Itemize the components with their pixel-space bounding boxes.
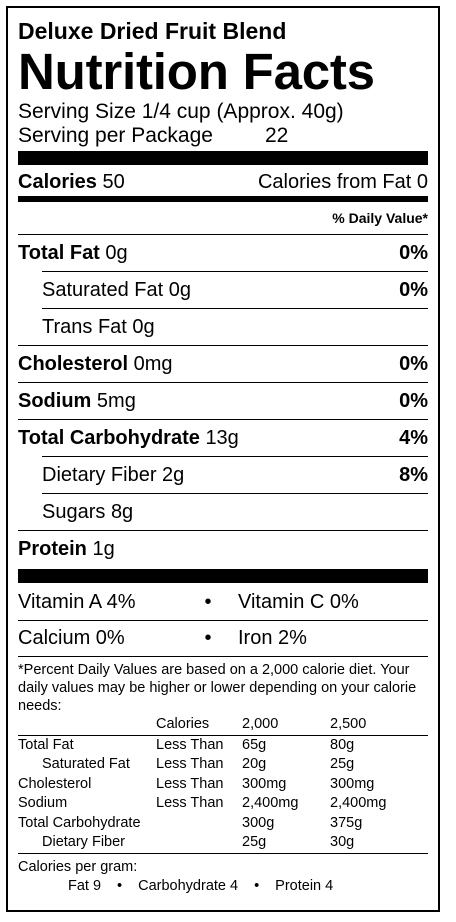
- nutrient-row-cholesterol: Cholesterol 0mg 0%: [18, 346, 428, 382]
- page-title: Nutrition Facts: [18, 43, 375, 100]
- vitamin-row: Vitamin A 4% • Vitamin C 0%: [18, 585, 428, 620]
- daily-value-header: % Daily Value*: [332, 210, 428, 226]
- nutrient-dv: 0%: [399, 352, 428, 375]
- nutrient-amount: 0mg: [133, 352, 173, 375]
- nutrient-amount: 13g: [205, 426, 239, 449]
- nutrient-amount: 2g: [162, 463, 185, 486]
- nutrient-row-trans-fat: Trans Fat 0g: [18, 309, 428, 345]
- nutrient-row-total-carbohydrate: Total Carbohydrate 13g 4%: [18, 420, 428, 456]
- nutrition-facts-label: Deluxe Dried Fruit Blend Nutrition Facts…: [6, 6, 440, 912]
- table-row: Dietary Fiber 25g 30g: [42, 834, 355, 850]
- nutrient-name: Cholesterol: [18, 352, 129, 375]
- serving-size: Serving Size 1/4 cup (Approx. 40g): [18, 100, 344, 123]
- nutrient-row-dietary-fiber: Dietary Fiber 2g 8%: [18, 457, 428, 493]
- nutrient-name: Total Carbohydrate: [18, 426, 200, 449]
- table-row: Total Fat Less Than 65g 80g: [18, 736, 355, 753]
- protein-per-gram: Protein 4: [275, 877, 334, 894]
- nutrient-row-protein: Protein 1g: [18, 531, 428, 567]
- nutrient-amount: 1g: [92, 537, 115, 560]
- thick-divider: [18, 151, 428, 165]
- vitamin-c: Vitamin C 0%: [238, 591, 359, 613]
- calories-per-gram: Calories per gram: Fat 9 • Carbohydrate 4 •…: [18, 854, 428, 896]
- table-row: Sodium Less Than 2,400mg 2,400mg: [18, 795, 387, 811]
- table-row: Cholesterol Less Than 300mg 300mg: [18, 775, 375, 792]
- carbohydrate-per-gram: Carbohydrate 4: [138, 877, 239, 894]
- product-name: Deluxe Dried Fruit Blend: [18, 18, 287, 44]
- nutrient-amount: 8g: [110, 500, 134, 523]
- nutrient-dv: 4%: [399, 426, 428, 449]
- nutrient-row-sodium: Sodium 5mg 0%: [18, 383, 428, 419]
- nutrient-amount: 0g: [168, 278, 191, 301]
- nutrient-dv: 0%: [399, 389, 428, 412]
- thick-divider: [18, 569, 428, 583]
- calcium: Calcium 0%: [18, 627, 125, 649]
- dv-table-header: Calories 2,000 2,500: [18, 715, 428, 735]
- nutrient-row-saturated-fat: Saturated Fat 0g 0%: [18, 272, 428, 308]
- table-row: Total Carbohydrate 300g 375g: [18, 814, 363, 831]
- iron: Iron 2%: [238, 627, 307, 649]
- calories-from-fat: Calories from Fat 0: [257, 170, 428, 193]
- nutrient-name: Sugars: [42, 500, 106, 523]
- nutrient-name: Dietary Fiber: [42, 463, 157, 486]
- nutrient-dv: 8%: [399, 463, 428, 486]
- daily-value-footnote: *Percent Daily Values are based on a 2,0…: [18, 662, 417, 714]
- nutrient-amount: 5mg: [96, 389, 136, 412]
- bullet-separator: •: [254, 877, 260, 894]
- bullet-separator: •: [204, 627, 212, 649]
- calories-row: Calories 50 Calories from Fat 0: [18, 168, 428, 196]
- nutrient-name: Trans Fat: [42, 315, 127, 338]
- nutrient-amount: 0g: [132, 315, 155, 338]
- nutrient-dv: 0%: [399, 241, 428, 264]
- nutrient-name: Protein: [18, 537, 87, 560]
- servings-per-package: Serving per Package 22: [18, 124, 428, 148]
- fat-per-gram: Fat 9: [68, 877, 102, 894]
- bullet-separator: •: [117, 877, 123, 894]
- nutrient-name: Sodium: [18, 389, 92, 412]
- nutrient-amount: 0g: [105, 241, 128, 264]
- nutrient-name: Total Fat: [18, 241, 100, 264]
- table-row: Saturated Fat Less Than 20g 25g: [42, 756, 355, 772]
- servings-value: 22: [264, 124, 289, 147]
- vitamin-a: Vitamin A 4%: [18, 591, 136, 613]
- nutrient-row-total-fat: Total Fat 0g 0%: [18, 235, 428, 271]
- calories-label: Calories: [18, 170, 97, 193]
- nutrient-row-sugars: Sugars 8g: [18, 494, 428, 530]
- nutrient-name: Saturated Fat: [42, 278, 164, 301]
- servings-label: Serving per Package: [18, 124, 213, 147]
- mineral-row: Calcium 0% • Iron 2%: [18, 621, 428, 656]
- daily-value-table: Calories 2,000 2,500 Total Fat Less Than…: [18, 715, 428, 853]
- medium-divider: [18, 196, 428, 202]
- bullet-separator: •: [204, 591, 212, 613]
- calories-per-gram-label: Calories per gram:: [18, 858, 138, 875]
- calories-value: 50: [102, 170, 125, 193]
- nutrient-dv: 0%: [399, 278, 428, 301]
